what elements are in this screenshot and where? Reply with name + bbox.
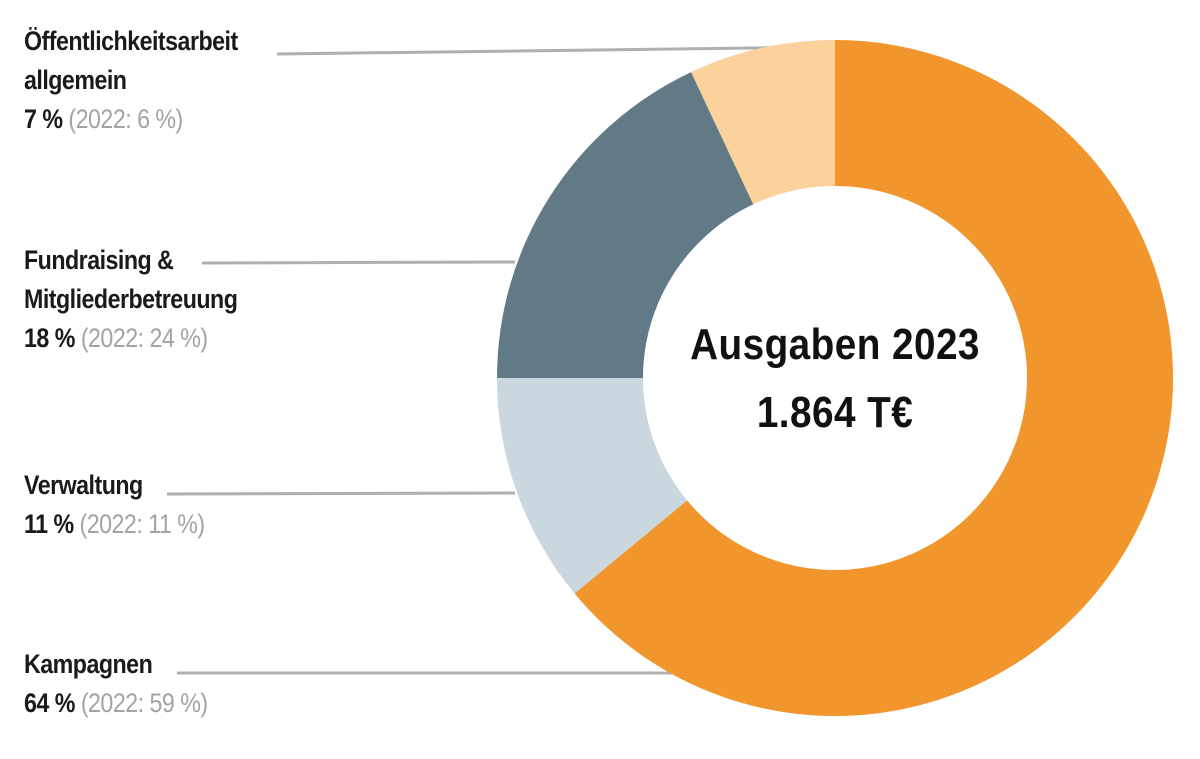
label-fundraising: Fundraising & Mitgliederbetreuung 18 % (… bbox=[24, 241, 238, 358]
center-title: Ausgaben 2023 bbox=[690, 320, 980, 369]
previous-year-value: (2022: 24 %) bbox=[80, 323, 208, 353]
label-oeffentlichkeitsarbeit: Öffentlichkeitsarbeit allgemein 7 % (202… bbox=[24, 22, 238, 139]
donut-slices bbox=[497, 40, 1173, 717]
leader-lines bbox=[166, 45, 836, 675]
slice-oeffentlichkeitsarbeit bbox=[691, 40, 835, 205]
percent-value: 18 % bbox=[24, 323, 75, 353]
slice-kampagnen bbox=[574, 40, 1173, 717]
label-title-line: Mitgliederbetreuung bbox=[24, 284, 238, 314]
slice-fundraising bbox=[497, 72, 754, 378]
label-value-line: 18 % (2022: 24 %) bbox=[24, 319, 237, 358]
leader-line-fundraising bbox=[201, 260, 516, 265]
previous-year-value: (2022: 6 %) bbox=[68, 104, 183, 134]
label-value-line: 7 % (2022: 6 %) bbox=[24, 100, 238, 139]
center-value: 1.864 T€ bbox=[756, 388, 914, 437]
label-title-line: Öffentlichkeitsarbeit bbox=[24, 26, 238, 56]
percent-value: 64 % bbox=[24, 688, 75, 718]
leader-line-verwaltung bbox=[166, 491, 516, 496]
label-title-line: Verwaltung bbox=[24, 470, 143, 500]
label-title-line: allgemein bbox=[24, 65, 127, 95]
label-value-line: 11 % (2022: 11 %) bbox=[24, 505, 205, 544]
percent-value: 11 % bbox=[24, 509, 74, 539]
leader-line-oeffentlichkeitsarbeit bbox=[276, 45, 836, 56]
percent-value: 7 % bbox=[24, 104, 63, 134]
label-verwaltung: Verwaltung 11 % (2022: 11 %) bbox=[24, 466, 205, 544]
previous-year-value: (2022: 59 %) bbox=[80, 688, 208, 718]
previous-year-value: (2022: 11 %) bbox=[79, 509, 206, 539]
label-title-line: Kampagnen bbox=[24, 649, 153, 679]
slice-verwaltung bbox=[497, 378, 688, 594]
label-kampagnen: Kampagnen 64 % (2022: 59 %) bbox=[24, 645, 208, 723]
label-title-line: Fundraising & bbox=[24, 245, 174, 275]
label-value-line: 64 % (2022: 59 %) bbox=[24, 684, 208, 723]
